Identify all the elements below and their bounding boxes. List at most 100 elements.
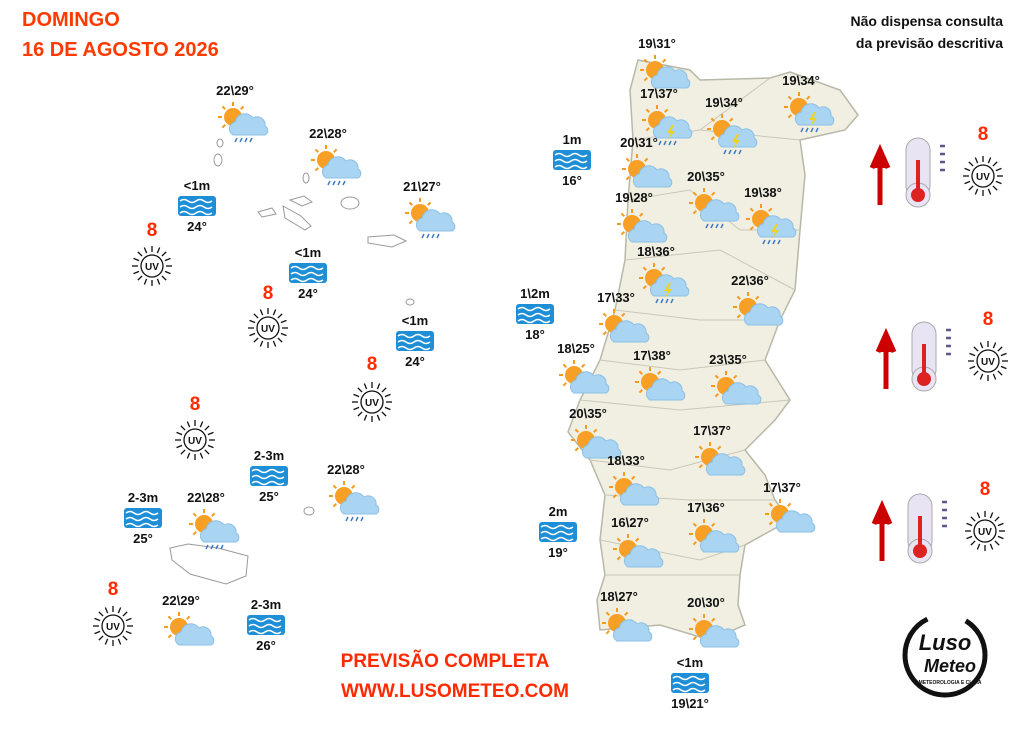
wave	[397, 339, 431, 345]
uv-icon: UV	[965, 511, 1005, 551]
temperature: 20\35°	[687, 169, 725, 184]
wave-icon	[671, 673, 709, 693]
cloud	[623, 545, 664, 568]
sun-ray	[314, 167, 319, 172]
uv-ray	[997, 346, 1003, 352]
uv-icon: UV	[248, 308, 288, 348]
uv-ray	[997, 535, 1004, 540]
uv-ray	[137, 251, 143, 257]
weather-icon	[784, 92, 835, 133]
sun-ray	[755, 295, 760, 300]
sun-ray	[631, 475, 636, 480]
islands	[169, 138, 415, 585]
uv-ray	[989, 512, 994, 519]
wave	[672, 675, 706, 681]
weather-icon	[405, 198, 456, 239]
weather-icon	[599, 309, 650, 343]
uv-ray	[969, 352, 976, 357]
uv-circle	[971, 164, 995, 188]
weather-icon	[571, 425, 622, 459]
cloud	[612, 619, 653, 642]
uv-ray	[104, 607, 109, 614]
wave	[248, 617, 282, 623]
cloud	[699, 625, 740, 648]
sea-temperature: 18°	[525, 327, 545, 342]
uv-icon: UV	[968, 341, 1008, 381]
temperature: 21\27°	[403, 179, 441, 194]
uv-label: UV	[188, 436, 202, 447]
temperature: 18\36°	[637, 244, 675, 259]
temperature: 18\27°	[600, 589, 638, 604]
wave-icon	[539, 522, 577, 542]
uv-ray	[199, 421, 204, 428]
wave	[397, 333, 431, 339]
uv-ray	[143, 278, 148, 285]
uv-ray	[117, 607, 122, 614]
uv-label: UV	[106, 622, 120, 633]
temperature: 19\34°	[705, 95, 743, 110]
rain	[360, 516, 364, 522]
uv-ray	[249, 319, 256, 324]
sun-ray	[692, 522, 697, 527]
temperature: 18\25°	[557, 341, 595, 356]
sun-ray	[717, 445, 722, 450]
uv-ray	[277, 337, 283, 343]
wave	[554, 164, 588, 170]
cloud	[721, 382, 762, 405]
wave-height: 1\2m	[520, 286, 550, 301]
uv-ray	[979, 342, 984, 349]
uv-ray	[176, 444, 183, 449]
sun-ray	[729, 117, 734, 122]
weather-icon	[602, 608, 653, 642]
uv-ray	[381, 387, 387, 393]
uv-ray	[94, 630, 101, 635]
cloud	[627, 220, 668, 243]
temperature: 20\30°	[687, 595, 725, 610]
wave	[251, 474, 285, 480]
footer-line: PREVISÃO COMPLETA	[341, 650, 550, 672]
sun-ray	[332, 503, 337, 508]
sun-ray	[639, 212, 644, 217]
uv-ray	[122, 611, 128, 617]
sea-temperature: 24°	[187, 219, 207, 234]
sun-ray	[620, 231, 625, 236]
uv-ray	[992, 373, 997, 380]
rain	[663, 140, 667, 146]
uv-ray	[249, 332, 256, 337]
weather-icon	[164, 612, 215, 646]
uv-index: 8	[108, 579, 119, 600]
uv-ray	[966, 535, 973, 540]
uv-ray	[997, 370, 1003, 376]
uv-ray	[180, 425, 186, 431]
uv-circle	[976, 349, 1000, 373]
uv-ray	[353, 393, 360, 398]
sun-ray	[593, 428, 598, 433]
wave-height: <1m	[295, 245, 321, 260]
sun-ray	[768, 521, 773, 526]
sun-ray	[427, 201, 432, 206]
mainland-map	[567, 59, 859, 641]
wave-height: <1m	[677, 655, 703, 670]
uv-ray	[994, 516, 1000, 522]
uv-ray	[186, 421, 191, 428]
wave	[672, 687, 706, 693]
uv-ray	[992, 342, 997, 349]
wave-height: 2-3m	[251, 597, 281, 612]
uv-index: 8	[367, 354, 378, 375]
uv-index: 8	[147, 220, 158, 241]
wave-icon	[396, 331, 434, 351]
sun-ray	[581, 363, 586, 368]
sun-ray	[711, 522, 716, 527]
weather-icon	[613, 534, 664, 568]
wave	[179, 210, 213, 216]
wave	[554, 152, 588, 158]
sun-ray	[605, 630, 610, 635]
uv-ray	[992, 161, 998, 167]
uv-circle	[101, 614, 125, 638]
sea-temperature: 19\21°	[671, 696, 709, 711]
uv-ray	[280, 332, 287, 337]
uv-ray	[125, 617, 132, 622]
sun-ray	[645, 108, 650, 113]
wave	[290, 277, 324, 283]
